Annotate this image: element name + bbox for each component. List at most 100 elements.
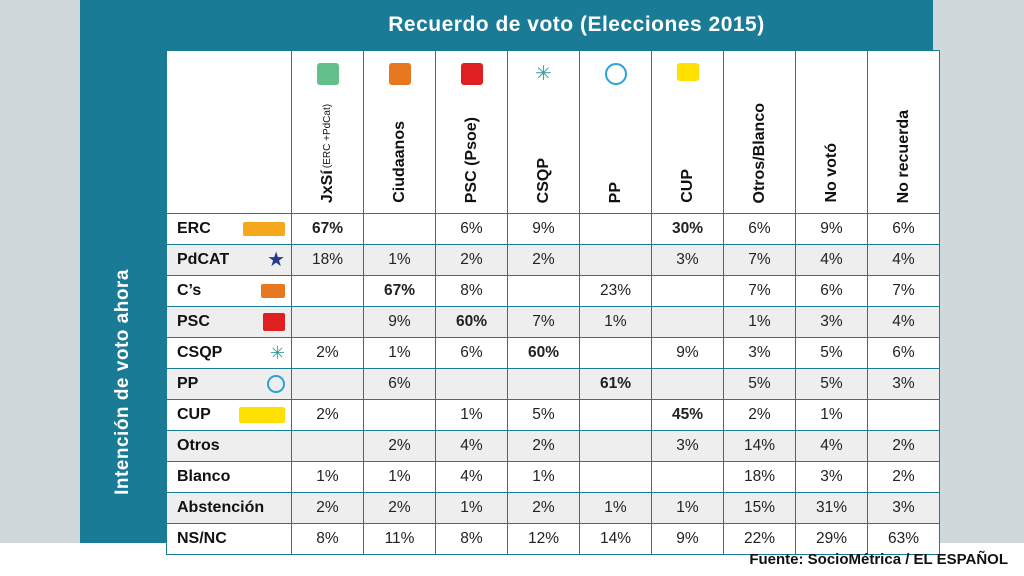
table-cell: 7% [507, 306, 580, 338]
table-cell: 3% [795, 461, 868, 493]
column-label: No recuerda [895, 110, 913, 203]
row-label: PdCAT [177, 251, 230, 268]
table-cell: 2% [291, 399, 364, 431]
table-cell: 2% [291, 492, 364, 524]
row-header: CSQP ✳ [166, 337, 292, 369]
column-label: PSC (Psoe) [463, 117, 481, 203]
table-cell: 8% [291, 523, 364, 555]
table-cell: 60% [507, 337, 580, 369]
row-label: NS/NC [177, 530, 227, 547]
column-header: Ciudaanos [363, 50, 436, 214]
table-row: PP 6% 61% 5% 5% 3% [166, 368, 940, 400]
row-label: Blanco [177, 468, 231, 485]
column-label: CSQP [535, 158, 553, 203]
corner-cell [166, 50, 292, 214]
table-cell: 2% [363, 492, 436, 524]
column-header: ✳ CSQP [507, 50, 580, 214]
row-header: Abstención [166, 492, 292, 524]
table-cell [291, 306, 364, 338]
table-cell [291, 275, 364, 307]
column-header-row: JxSí(ERC +PdCat) Ciudaanos PSC (Psoe) ✳ CSQP… [166, 50, 940, 214]
table-row: Abstención 2% 2% 1% 2% 1% 1% 15% 31% 3% [166, 492, 940, 524]
table-row: CUP 2% 1% 5% 45% 2% 1% [166, 399, 940, 431]
table-cell [651, 275, 724, 307]
table-cell [579, 337, 652, 369]
table-cell: 9% [363, 306, 436, 338]
column-label: PP [607, 182, 625, 203]
table-cell: 6% [363, 368, 436, 400]
column-label: Ciudaanos [391, 121, 409, 203]
table-cell: 6% [435, 337, 508, 369]
table-row: Otros 2% 4% 2% 3% 14% 4% 2% [166, 430, 940, 462]
table-cell: 4% [795, 430, 868, 462]
table-cell: 9% [507, 213, 580, 245]
row-header: CUP [166, 399, 292, 431]
pp-logo [604, 63, 627, 85]
table-cell: 2% [291, 337, 364, 369]
table-cell: 1% [651, 492, 724, 524]
table-cell: 8% [435, 275, 508, 307]
table-cell: 7% [723, 275, 796, 307]
table-cell: 29% [795, 523, 868, 555]
table-cell [651, 368, 724, 400]
table-cell: 1% [291, 461, 364, 493]
table-title-bar: Recuerdo de voto (Elecciones 2015) [80, 0, 933, 50]
table-cell: 3% [867, 368, 940, 400]
table-cell: 9% [651, 337, 724, 369]
row-label: Otros [177, 437, 220, 454]
column-label-text: JxSí [318, 170, 336, 203]
table-cell: 4% [795, 244, 868, 276]
row-header: Blanco [166, 461, 292, 493]
table-cell: 4% [867, 306, 940, 338]
table-cell [651, 306, 724, 338]
table-cell: 7% [867, 275, 940, 307]
table-cell: 6% [795, 275, 868, 307]
column-label-text: PP [606, 181, 624, 203]
table-cell: 3% [651, 244, 724, 276]
vote-table: JxSí(ERC +PdCat) Ciudaanos PSC (Psoe) ✳ CSQP… [166, 50, 940, 555]
column-label-text: CUP [678, 169, 696, 203]
column-header: PP [579, 50, 652, 214]
table-cell [651, 461, 724, 493]
column-label-text: No votó [822, 143, 840, 203]
table-cell [579, 399, 652, 431]
table-cell: 2% [723, 399, 796, 431]
column-label-text: PSC (Psoe) [462, 116, 480, 203]
table-cell: 2% [867, 461, 940, 493]
csqp-logo: ✳ [269, 343, 285, 363]
right-margin [933, 0, 1024, 543]
table-cell: 9% [651, 523, 724, 555]
table-cell: 1% [435, 399, 508, 431]
table-cell: 60% [435, 306, 508, 338]
table-cell: 1% [363, 337, 436, 369]
table-cell: 1% [723, 306, 796, 338]
column-sublabel: (ERC +PdCat) [321, 103, 333, 169]
table-cell: 6% [723, 213, 796, 245]
table-row: CSQP ✳ 2% 1% 6% 60% 9% 3% 5% 6% [166, 337, 940, 369]
table-cell: 2% [867, 430, 940, 462]
cs-logo [388, 63, 411, 85]
table-cell: 67% [291, 213, 364, 245]
column-label-text: No recuerda [894, 109, 912, 203]
cup-logo [239, 407, 285, 423]
table-row: Blanco 1% 1% 4% 1% 18% 3% 2% [166, 461, 940, 493]
table-cell [579, 461, 652, 493]
table-row: C’s 67% 8% 23% 7% 6% 7% [166, 275, 940, 307]
row-axis-label: Intención de voto ahora [112, 269, 133, 495]
table-cell: 5% [507, 399, 580, 431]
table-cell: 31% [795, 492, 868, 524]
table-cell: 8% [435, 523, 508, 555]
table-cell [579, 244, 652, 276]
row-label: CUP [177, 406, 211, 423]
pdcat-logo: ★ [267, 249, 285, 271]
table-cell: 1% [579, 492, 652, 524]
table-cell: 2% [363, 430, 436, 462]
erc-logo [243, 222, 285, 236]
table-cell: 63% [867, 523, 940, 555]
row-label: CSQP [177, 344, 223, 361]
row-label: ERC [177, 220, 211, 237]
table-cell: 3% [867, 492, 940, 524]
table-cell: 6% [435, 213, 508, 245]
column-label: JxSí(ERC +PdCat) [319, 104, 337, 203]
source-note: Fuente: SocioMétrica / EL ESPAÑOL [749, 551, 1008, 568]
